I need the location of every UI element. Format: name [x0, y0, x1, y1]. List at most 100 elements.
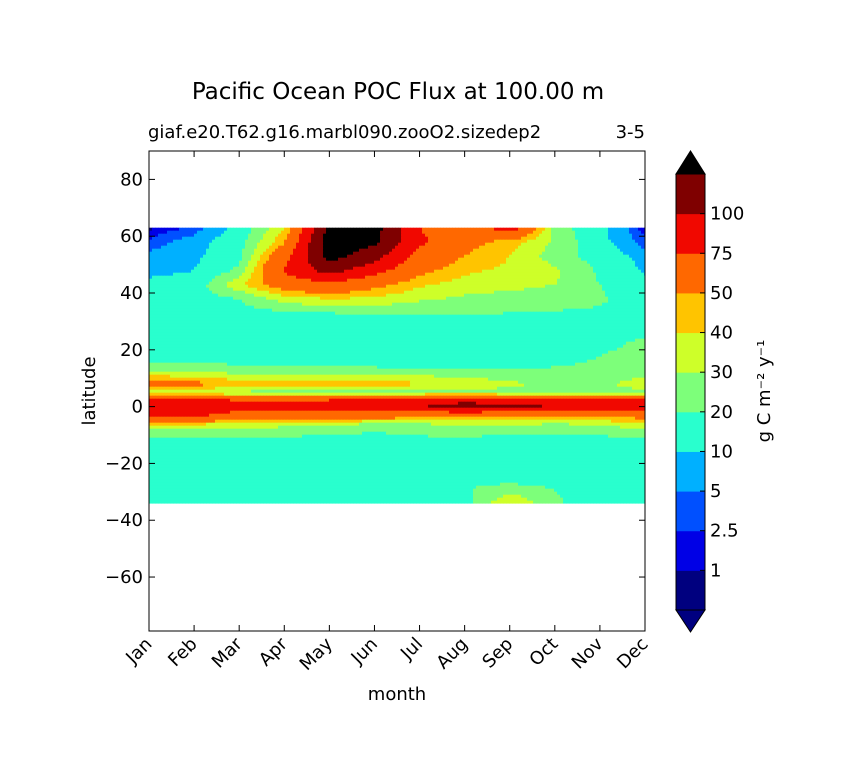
contour-cell: [464, 311, 468, 316]
contour-cell: [605, 314, 609, 319]
contour-cell: [593, 299, 597, 304]
contour-cell: [566, 263, 570, 268]
contour-cell: [350, 305, 354, 310]
contour-cell: [176, 314, 180, 319]
contour-cell: [389, 233, 393, 238]
contour-cell: [245, 281, 249, 286]
contour-cell: [617, 236, 621, 241]
contour-cell: [329, 302, 333, 307]
contour-cell: [425, 308, 429, 313]
contour-cell: [344, 287, 348, 292]
contour-cell: [188, 233, 192, 238]
contour-cell: [533, 239, 537, 244]
contour-cell: [194, 227, 198, 232]
contour-cell: [173, 296, 177, 301]
contour-cell: [245, 311, 249, 316]
contour-cell: [224, 275, 228, 280]
contour-cell: [338, 299, 342, 304]
contour-cell: [491, 254, 495, 259]
contour-cell: [620, 257, 624, 262]
contour-cell: [551, 299, 555, 304]
contour-cell: [407, 281, 411, 286]
contour-cell: [335, 239, 339, 244]
contour-cell: [587, 302, 591, 307]
contour-cell: [542, 308, 546, 313]
contour-cell: [422, 269, 426, 274]
contour-cell: [377, 257, 381, 262]
contour-cell: [437, 242, 441, 247]
contour-cell: [326, 248, 330, 253]
contour-cell: [326, 260, 330, 265]
contour-cell: [296, 263, 300, 268]
contour-cell: [338, 266, 342, 271]
contour-cell: [317, 308, 321, 313]
contour-cell: [443, 311, 447, 316]
contour-cell: [551, 230, 555, 235]
contour-cell: [407, 269, 411, 274]
contour-cell: [479, 248, 483, 253]
contour-cell: [512, 302, 516, 307]
contour-cell: [404, 242, 408, 247]
contour-cell: [596, 266, 600, 271]
contour-cell: [602, 296, 606, 301]
contour-cell: [206, 311, 210, 316]
contour-cell: [275, 287, 279, 292]
contour-cell: [341, 227, 345, 232]
contour-cell: [272, 287, 276, 292]
contour-cell: [479, 311, 483, 316]
contour-cell: [398, 284, 402, 289]
contour-cell: [437, 281, 441, 286]
contour-cell: [587, 305, 591, 310]
contour-cell: [434, 293, 438, 298]
contour-cell: [272, 245, 276, 250]
contour-cell: [278, 272, 282, 277]
contour-cell: [302, 245, 306, 250]
contour-cell: [323, 290, 327, 295]
contour-cell: [467, 305, 471, 310]
contour-cell: [170, 266, 174, 271]
contour-cell: [374, 257, 378, 262]
contour-cell: [158, 239, 162, 244]
contour-cell: [536, 266, 540, 271]
contour-cell: [191, 278, 195, 283]
contour-cell: [401, 236, 405, 241]
contour-cell: [245, 263, 249, 268]
contour-cell: [263, 257, 267, 262]
contour-cell: [389, 263, 393, 268]
contour-cell: [533, 233, 537, 238]
contour-cell: [185, 263, 189, 268]
contour-cell: [353, 290, 357, 295]
contour-cell: [578, 248, 582, 253]
contour-cell: [509, 284, 513, 289]
contour-cell: [182, 305, 186, 310]
contour-cell: [494, 233, 498, 238]
contour-cell: [353, 272, 357, 277]
contour-cell: [389, 239, 393, 244]
contour-cell: [551, 245, 555, 250]
contour-cell: [449, 296, 453, 301]
contour-cell: [401, 299, 405, 304]
contour-cell: [575, 239, 579, 244]
contour-cell: [563, 311, 567, 316]
contour-cell: [209, 278, 213, 283]
contour-cell: [563, 251, 567, 256]
contour-cell: [620, 293, 624, 298]
contour-cell: [290, 251, 294, 256]
contour-cell: [422, 302, 426, 307]
contour-cell: [293, 251, 297, 256]
contour-cell: [314, 293, 318, 298]
contour-cell: [440, 314, 444, 319]
contour-cell: [503, 278, 507, 283]
contour-cell: [572, 239, 576, 244]
contour-cell: [626, 311, 630, 316]
contour-cell: [407, 305, 411, 310]
contour-cell: [410, 287, 414, 292]
contour-cell: [371, 242, 375, 247]
contour-cell: [272, 260, 276, 265]
contour-cell: [629, 230, 633, 235]
contour-cell: [320, 245, 324, 250]
contour-cell: [188, 296, 192, 301]
contour-cell: [176, 260, 180, 265]
contour-cell: [452, 275, 456, 280]
contour-cell: [566, 227, 570, 232]
